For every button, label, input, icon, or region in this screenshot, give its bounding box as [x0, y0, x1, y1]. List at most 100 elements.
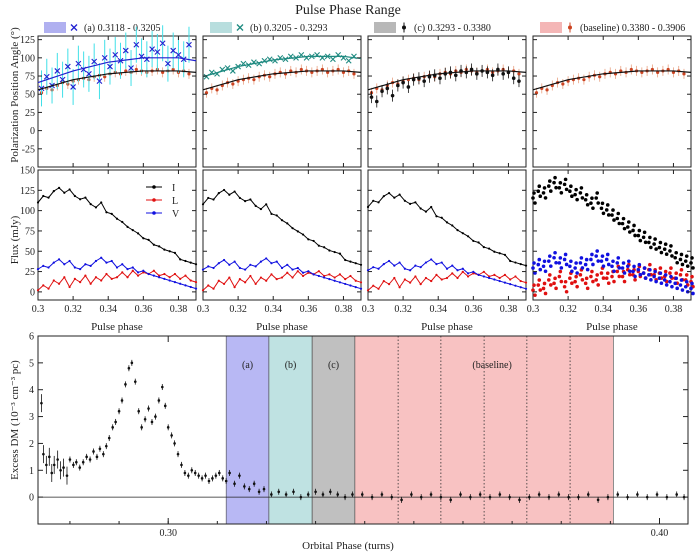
flux-I-point-b: [675, 260, 679, 265]
flux-L-point: [589, 274, 593, 279]
dm-point: [343, 495, 347, 499]
flux-L-point: [36, 289, 40, 292]
legend-swatch-0: [44, 22, 66, 33]
main-title: Pulse Phase Range: [295, 3, 401, 18]
flux-I-point: [265, 203, 268, 206]
flux-L-point: [291, 276, 294, 279]
legend-marker-2: [402, 25, 406, 30]
flux-I-point: [222, 188, 226, 192]
flux-L-point: [456, 276, 459, 280]
flux-V-point: [599, 259, 604, 263]
flux-L-point-c: [648, 262, 652, 267]
flux-V-point: [280, 266, 284, 270]
flux-L-point-b: [606, 281, 611, 286]
flux-V-point: [158, 276, 161, 279]
flux-V-point-b: [633, 274, 637, 279]
flux-I-point-b: [691, 266, 695, 270]
flux-V-point: [445, 267, 449, 270]
flux-V-point: [466, 272, 470, 275]
dm-point: [68, 458, 72, 461]
pa-point: [511, 76, 516, 81]
pa-point: [469, 67, 474, 72]
flux-xtick-label: 0.36: [135, 304, 153, 315]
flux-V-point: [393, 264, 396, 267]
flux-I-point: [121, 220, 124, 224]
flux-V-point: [626, 264, 630, 269]
flux-V-point: [179, 282, 182, 285]
flux-L-point-c: [532, 283, 536, 287]
flux-V-point-c: [574, 261, 578, 265]
dm-point: [200, 477, 204, 480]
flux-V-point: [312, 273, 315, 276]
flux-L-point: [270, 273, 273, 276]
flux-I-point-b: [580, 196, 585, 200]
flux-V-point-b: [575, 271, 579, 275]
flux-I-point-b: [685, 264, 690, 268]
flux-xtick-label: 0.32: [229, 304, 247, 315]
dm-point: [180, 463, 183, 467]
flux-L-point-c: [558, 269, 563, 274]
pa-ytick-label: 25: [25, 108, 35, 119]
flux-I-point: [594, 196, 598, 200]
pa-point-x2: [64, 63, 71, 70]
pa-ytick-label: 0: [30, 126, 35, 137]
flux-V-point-c: [558, 256, 563, 260]
flux-L-point: [212, 287, 215, 290]
dm-point: [170, 434, 173, 437]
flux-xtick-label: 0.34: [264, 304, 282, 315]
flux-L-point: [424, 276, 428, 280]
flux-xtick-label: 0.32: [64, 304, 82, 315]
flux-I-point: [409, 202, 412, 205]
flux-L-point: [366, 289, 370, 292]
flux-V-point: [430, 258, 433, 261]
flux-L-point: [233, 285, 236, 289]
flux-V-point-c: [653, 269, 657, 274]
pa-base-point: [310, 70, 314, 74]
flux-V-point: [136, 271, 140, 274]
dm-point: [111, 426, 114, 429]
pa-base-point: [682, 72, 686, 76]
flux-V-point-c: [532, 261, 536, 265]
flux-I-point-c: [632, 223, 636, 228]
flux-V-point-b: [612, 269, 616, 274]
dm-point: [95, 455, 99, 459]
flux-V-point: [79, 268, 82, 271]
flux-I-point: [79, 198, 82, 201]
flux-I-point-b: [622, 226, 627, 231]
dm-point: [161, 385, 164, 389]
flux-L-point: [296, 270, 299, 273]
pa-point: [490, 73, 495, 78]
flux-I-point: [115, 217, 119, 220]
flux-I-point: [201, 203, 205, 206]
flux-L-point: [89, 282, 92, 285]
flux-V-point: [212, 266, 215, 270]
flux-xtick-label: 0.34: [99, 304, 117, 315]
flux-V-point: [641, 271, 646, 275]
dm-point: [176, 452, 180, 456]
flux-I-point: [270, 212, 273, 215]
flux-I-point: [52, 190, 55, 193]
flux-I-point: [233, 190, 236, 193]
flux-V-point-b: [580, 266, 585, 270]
pa-point-x2: [122, 47, 129, 54]
flux-V-point: [657, 276, 662, 281]
flux-V-point-b: [649, 278, 653, 282]
flux-L-point: [387, 283, 391, 286]
flux-ytick-label: 50: [25, 247, 35, 258]
pa-point-x2: [298, 52, 305, 58]
flux-I-point-b: [596, 201, 600, 205]
flux-V-point: [604, 257, 609, 262]
flux-V-point: [531, 266, 535, 270]
dm-point: [204, 474, 207, 477]
flux-V-point: [286, 263, 289, 266]
flux-V-point-c: [584, 257, 589, 262]
flux-V-point: [662, 278, 667, 282]
flux-L-point: [68, 285, 71, 289]
flux-V-point: [126, 268, 129, 271]
flux-V-point-c: [663, 273, 668, 277]
dm-point: [606, 495, 610, 499]
flux-V-point-b: [543, 269, 548, 274]
flux-V-point-c: [537, 257, 542, 262]
flux-L-point: [382, 279, 385, 283]
flux-L-point: [201, 289, 205, 292]
